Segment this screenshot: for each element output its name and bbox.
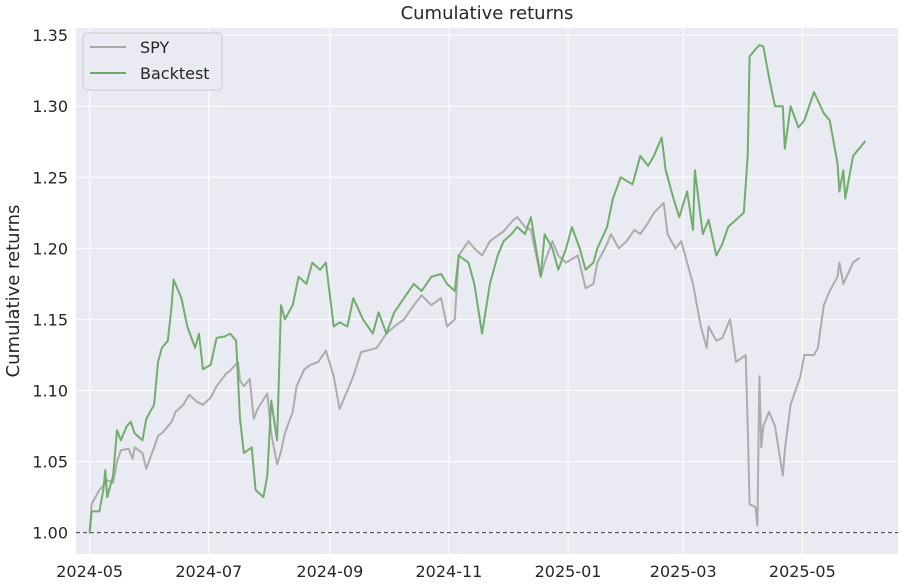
y-tick-labels: 1.00 1.05 1.10 1.15 1.20 1.25 1.30 1.35 <box>32 26 68 543</box>
y-axis-label: Cumulative returns <box>3 205 24 378</box>
series-lines <box>88 44 866 534</box>
series-line-backtest <box>88 44 866 534</box>
x-tick-label: 2025-05 <box>769 562 836 581</box>
x-tick-label: 2024-09 <box>296 562 363 581</box>
legend-label-spy: SPY <box>140 38 169 57</box>
x-tick-label: 2024-07 <box>175 562 242 581</box>
chart-title: Cumulative returns <box>401 3 574 24</box>
x-tick-labels: 2024-05 2024-07 2024-09 2024-11 2025-01 2025-… <box>56 562 836 581</box>
y-tick-label: 1.35 <box>32 26 68 45</box>
y-tick-label: 1.20 <box>32 239 68 258</box>
y-tick-label: 1.25 <box>32 168 68 187</box>
legend: SPY Backtest <box>82 32 223 91</box>
plot-background <box>76 28 898 554</box>
y-tick-label: 1.00 <box>32 524 68 543</box>
x-tick-label: 2025-01 <box>535 562 602 581</box>
y-tick-label: 1.30 <box>32 97 68 116</box>
y-tick-label: 1.10 <box>32 382 68 401</box>
y-tick-label: 1.15 <box>32 310 68 329</box>
x-tick-label: 2024-05 <box>56 562 123 581</box>
x-tick-label: 2025-03 <box>650 562 717 581</box>
y-tick-label: 1.05 <box>32 453 68 472</box>
x-tick-label: 2024-11 <box>415 562 482 581</box>
legend-label-backtest: Backtest <box>140 64 210 83</box>
series-line-spy <box>88 201 860 534</box>
